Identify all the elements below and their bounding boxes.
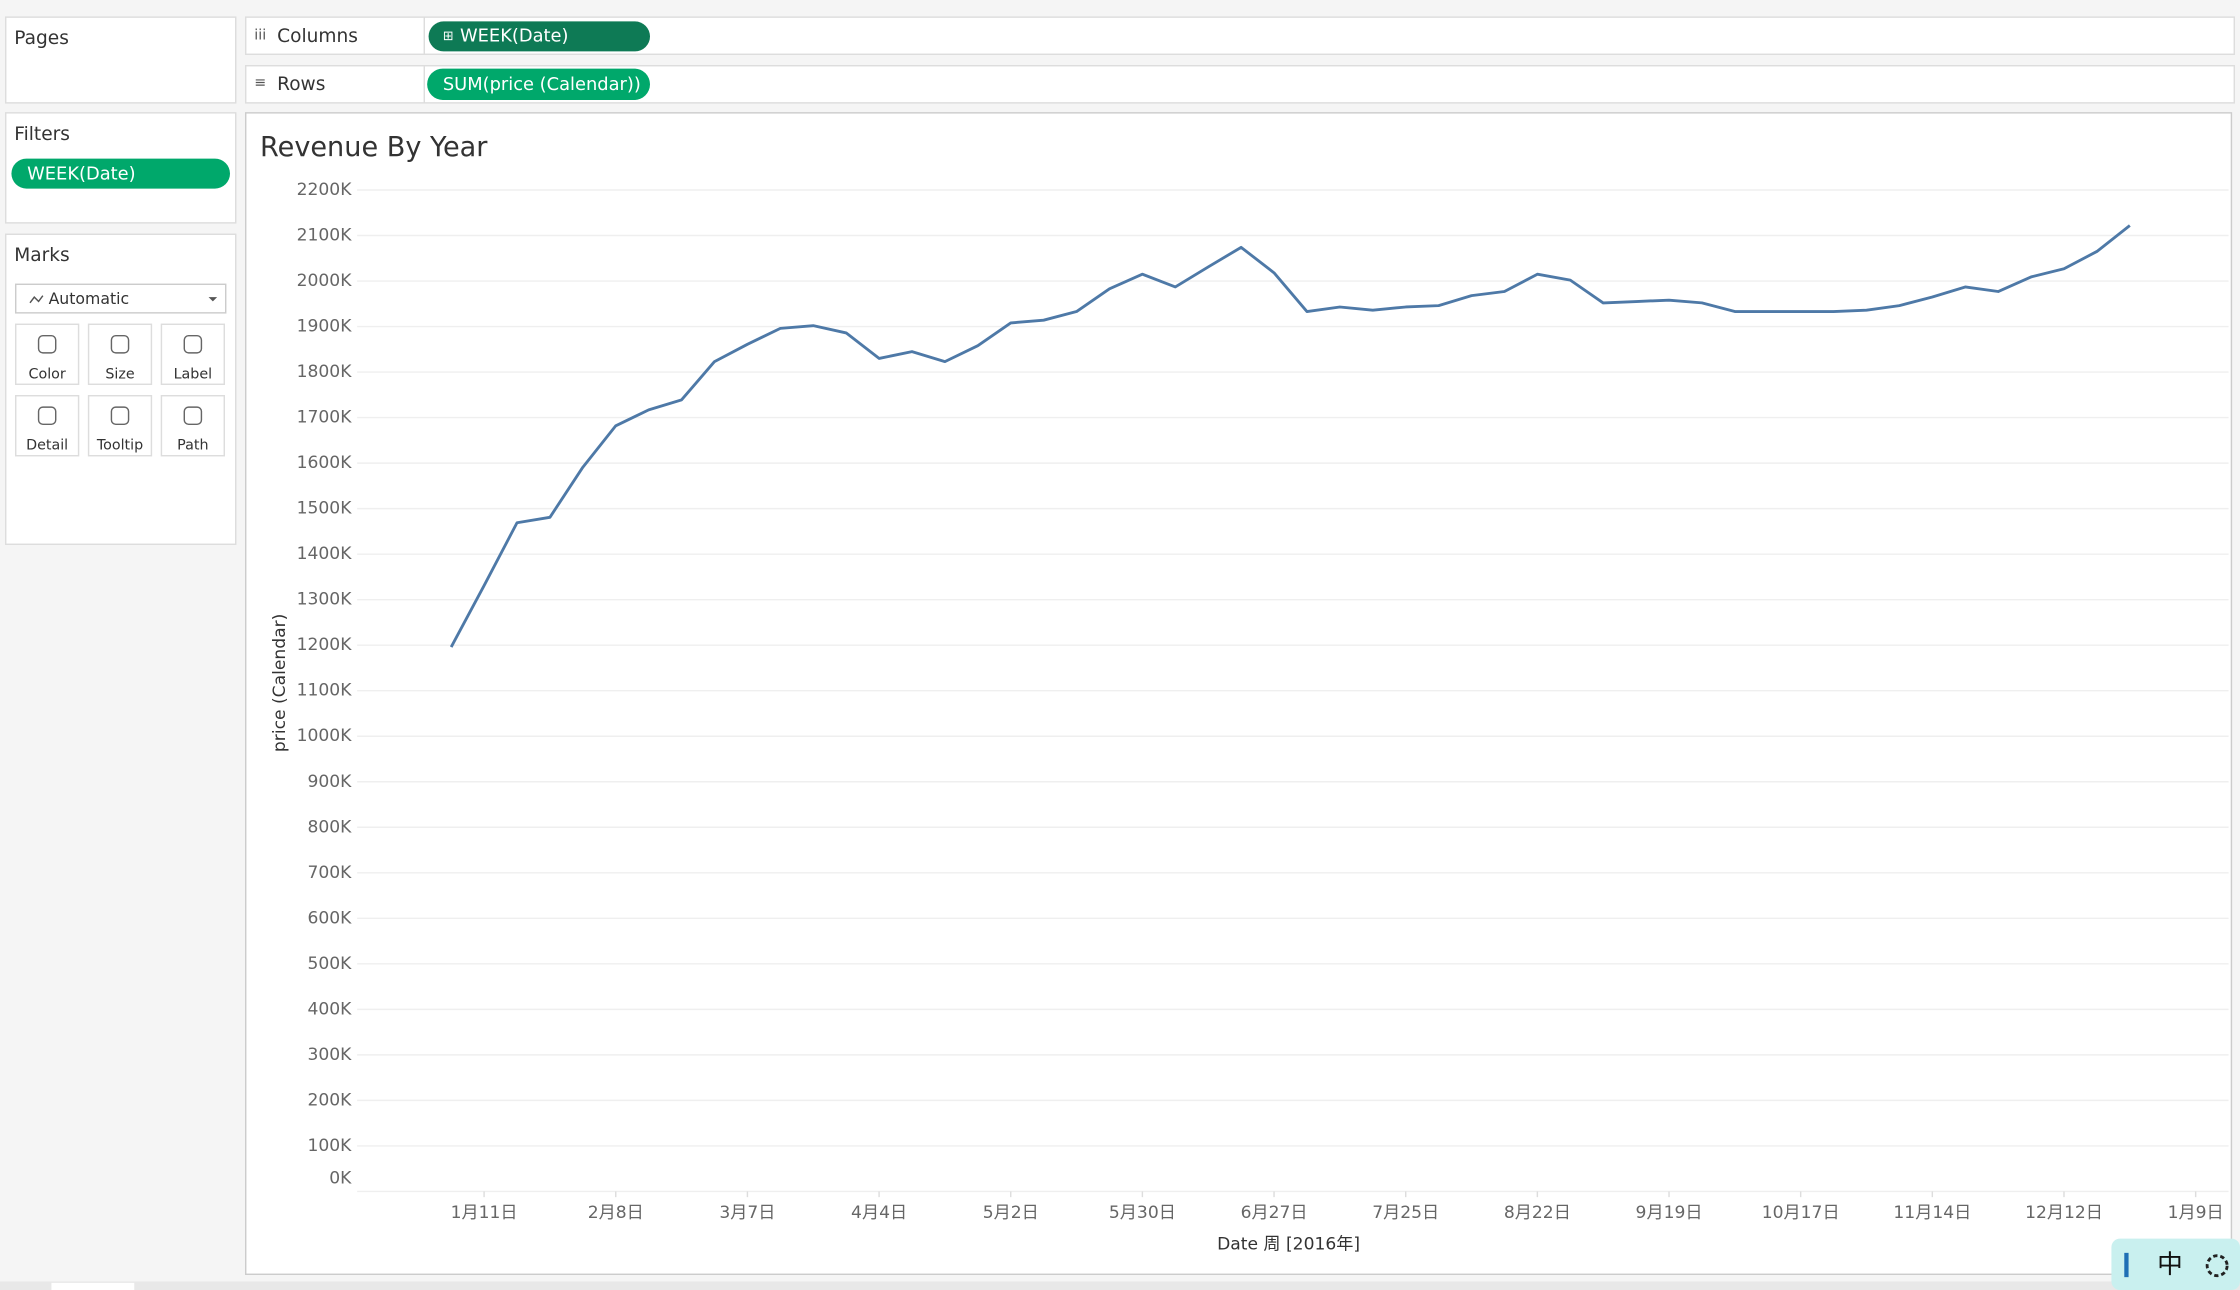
columns-label: Columns xyxy=(277,26,358,47)
data-line xyxy=(449,224,2131,648)
mark-button[interactable] xyxy=(87,323,153,385)
x-tick-label: 1月9日 xyxy=(2168,1203,2224,1223)
filter-pill[interactable] xyxy=(11,158,230,189)
mark-button-icon xyxy=(37,335,57,354)
y-tick-label: 1600K xyxy=(297,453,353,473)
pill-icon: ⊞ xyxy=(443,29,454,44)
tab-bar xyxy=(0,1281,2240,1290)
y-tick-label: 500K xyxy=(308,954,353,974)
y-tick-label: 600K xyxy=(308,908,353,928)
mark-button-label[interactable]: Tooltip xyxy=(96,438,143,454)
y-tick-label: 800K xyxy=(308,817,353,837)
rows-label: Rows xyxy=(277,74,325,95)
rows-icon: ≡ xyxy=(254,75,266,91)
filters-title: Filters xyxy=(14,124,70,145)
x-tick-label: 4月4日 xyxy=(851,1203,907,1223)
y-tick-label: 0K xyxy=(329,1169,352,1189)
y-tick-label: 1900K xyxy=(297,317,353,337)
mark-button[interactable] xyxy=(160,323,225,385)
sheet-tab[interactable] xyxy=(51,1282,135,1290)
mark-type-label[interactable]: Automatic xyxy=(49,289,130,308)
pages-card xyxy=(5,16,237,104)
y-tick-label: 100K xyxy=(308,1136,353,1156)
mark-button-label[interactable]: Label xyxy=(174,366,213,382)
y-tick-label: 1100K xyxy=(297,681,353,701)
x-tick-label: 1月11日 xyxy=(451,1203,518,1223)
columns-pill[interactable] xyxy=(428,21,650,52)
x-axis-title: Date 周 [2016年] xyxy=(1217,1234,1360,1254)
x-tick-label: 2月8日 xyxy=(588,1203,644,1223)
y-tick-label: 200K xyxy=(308,1090,353,1110)
mark-button-icon xyxy=(183,406,203,425)
mark-button-icon xyxy=(110,335,130,354)
pages-title: Pages xyxy=(14,28,69,49)
y-axis-title: price (Calendar) xyxy=(270,614,290,752)
y-tick-label: 1300K xyxy=(297,590,353,610)
mark-button[interactable] xyxy=(15,395,80,457)
filter-pill-label[interactable]: WEEK(Date) xyxy=(27,163,135,184)
plot: 0K 100K 200K 300K 400K 500K 600K 700K 800K 900K 10… xyxy=(297,180,2229,1223)
mark-button-label[interactable]: Detail xyxy=(26,438,68,454)
mark-button-icon xyxy=(110,406,130,425)
x-tick-label: 5月2日 xyxy=(983,1203,1039,1223)
y-tick-label: 300K xyxy=(308,1045,353,1065)
x-tick-label: 6月27日 xyxy=(1241,1203,1308,1223)
y-tick-label: 1800K xyxy=(297,362,353,382)
y-tick-label: 400K xyxy=(308,999,353,1019)
y-tick-label: 700K xyxy=(308,863,353,883)
columns-pill-label[interactable]: WEEK(Date) xyxy=(460,25,568,46)
mark-buttons: Color Size Label Detail Tooltip Path xyxy=(15,323,225,457)
marks-title: Marks xyxy=(14,245,69,266)
x-tick-label: 7月25日 xyxy=(1372,1203,1439,1223)
mark-button-label[interactable]: Size xyxy=(105,366,135,382)
x-tick-label: 8月22日 xyxy=(1504,1203,1571,1223)
mark-button-icon xyxy=(183,335,203,354)
ime-widget[interactable] xyxy=(2111,1238,2240,1290)
y-tick-label: 1500K xyxy=(297,499,353,519)
ime-cursor xyxy=(2124,1252,2129,1278)
x-tick-label: 9月19日 xyxy=(1636,1203,1703,1223)
mark-button[interactable] xyxy=(15,323,80,385)
ime-mode[interactable]: 中 xyxy=(2157,1250,2183,1280)
y-tick-label: 2100K xyxy=(297,226,353,246)
y-tick-label: 900K xyxy=(308,772,353,792)
y-tick-label: 1000K xyxy=(297,726,353,746)
chart-title: Revenue By Year xyxy=(260,132,488,163)
mark-button[interactable] xyxy=(87,395,153,457)
marks-card xyxy=(5,233,237,545)
y-tick-label: 2000K xyxy=(297,271,353,291)
rows-pill[interactable] xyxy=(427,68,650,100)
y-tick-label: 1700K xyxy=(297,408,353,428)
rows-pill-label[interactable]: SUM(price (Calendar)) xyxy=(443,74,641,95)
dropdown-arrow xyxy=(208,297,218,302)
mark-button[interactable] xyxy=(160,395,225,457)
y-tick-label: 2200K xyxy=(297,180,353,200)
mark-button-icon xyxy=(37,406,57,425)
y-tick-label: 1400K xyxy=(297,544,353,564)
x-tick-label: 12月12日 xyxy=(2025,1203,2103,1223)
line-icon xyxy=(29,295,44,304)
x-tick-label: 11月14日 xyxy=(1893,1203,1971,1223)
mark-type-dropdown[interactable] xyxy=(15,283,227,314)
mark-button-label[interactable]: Color xyxy=(29,366,66,382)
x-tick-label: 10月17日 xyxy=(1762,1203,1840,1223)
x-tick-label: 5月30日 xyxy=(1109,1203,1176,1223)
mark-button-label[interactable]: Path xyxy=(177,438,208,454)
x-tick-label: 3月7日 xyxy=(719,1203,775,1223)
columns-icon: iii xyxy=(254,28,266,44)
y-tick-label: 1200K xyxy=(297,635,353,655)
